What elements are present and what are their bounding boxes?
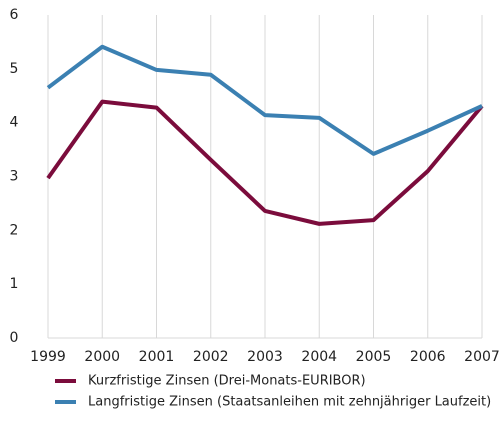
line-series <box>46 99 484 226</box>
y-tick-label: 4 <box>10 115 19 131</box>
legend-label: Kurzfristige Zinsen (Drei-Monats-EURIBOR… <box>88 374 366 389</box>
x-tick-label: 2005 <box>356 349 392 365</box>
x-tick-label: 2002 <box>193 349 229 365</box>
y-tick-label: 5 <box>10 61 19 77</box>
y-tick-label: 3 <box>10 169 19 185</box>
x-tick-label: 1999 <box>30 349 66 365</box>
x-tick-label: 2003 <box>247 349 283 365</box>
y-tick-label: 0 <box>10 330 19 346</box>
legend: Kurzfristige Zinsen (Drei-Monats-EURIBOR… <box>55 374 491 410</box>
x-tick-label: 2001 <box>139 349 175 365</box>
x-tick-label: 2006 <box>410 349 446 365</box>
x-tick-label: 2007 <box>464 349 500 365</box>
x-tick-label: 2004 <box>301 349 337 365</box>
y-tick-label: 6 <box>10 7 19 23</box>
line-series <box>46 44 483 156</box>
y-tick-label: 1 <box>10 276 19 292</box>
legend-label: Langfristige Zinsen (Staatsanleihen mit … <box>88 395 491 410</box>
y-tick-label: 2 <box>10 222 19 238</box>
x-tick-label: 2000 <box>84 349 120 365</box>
